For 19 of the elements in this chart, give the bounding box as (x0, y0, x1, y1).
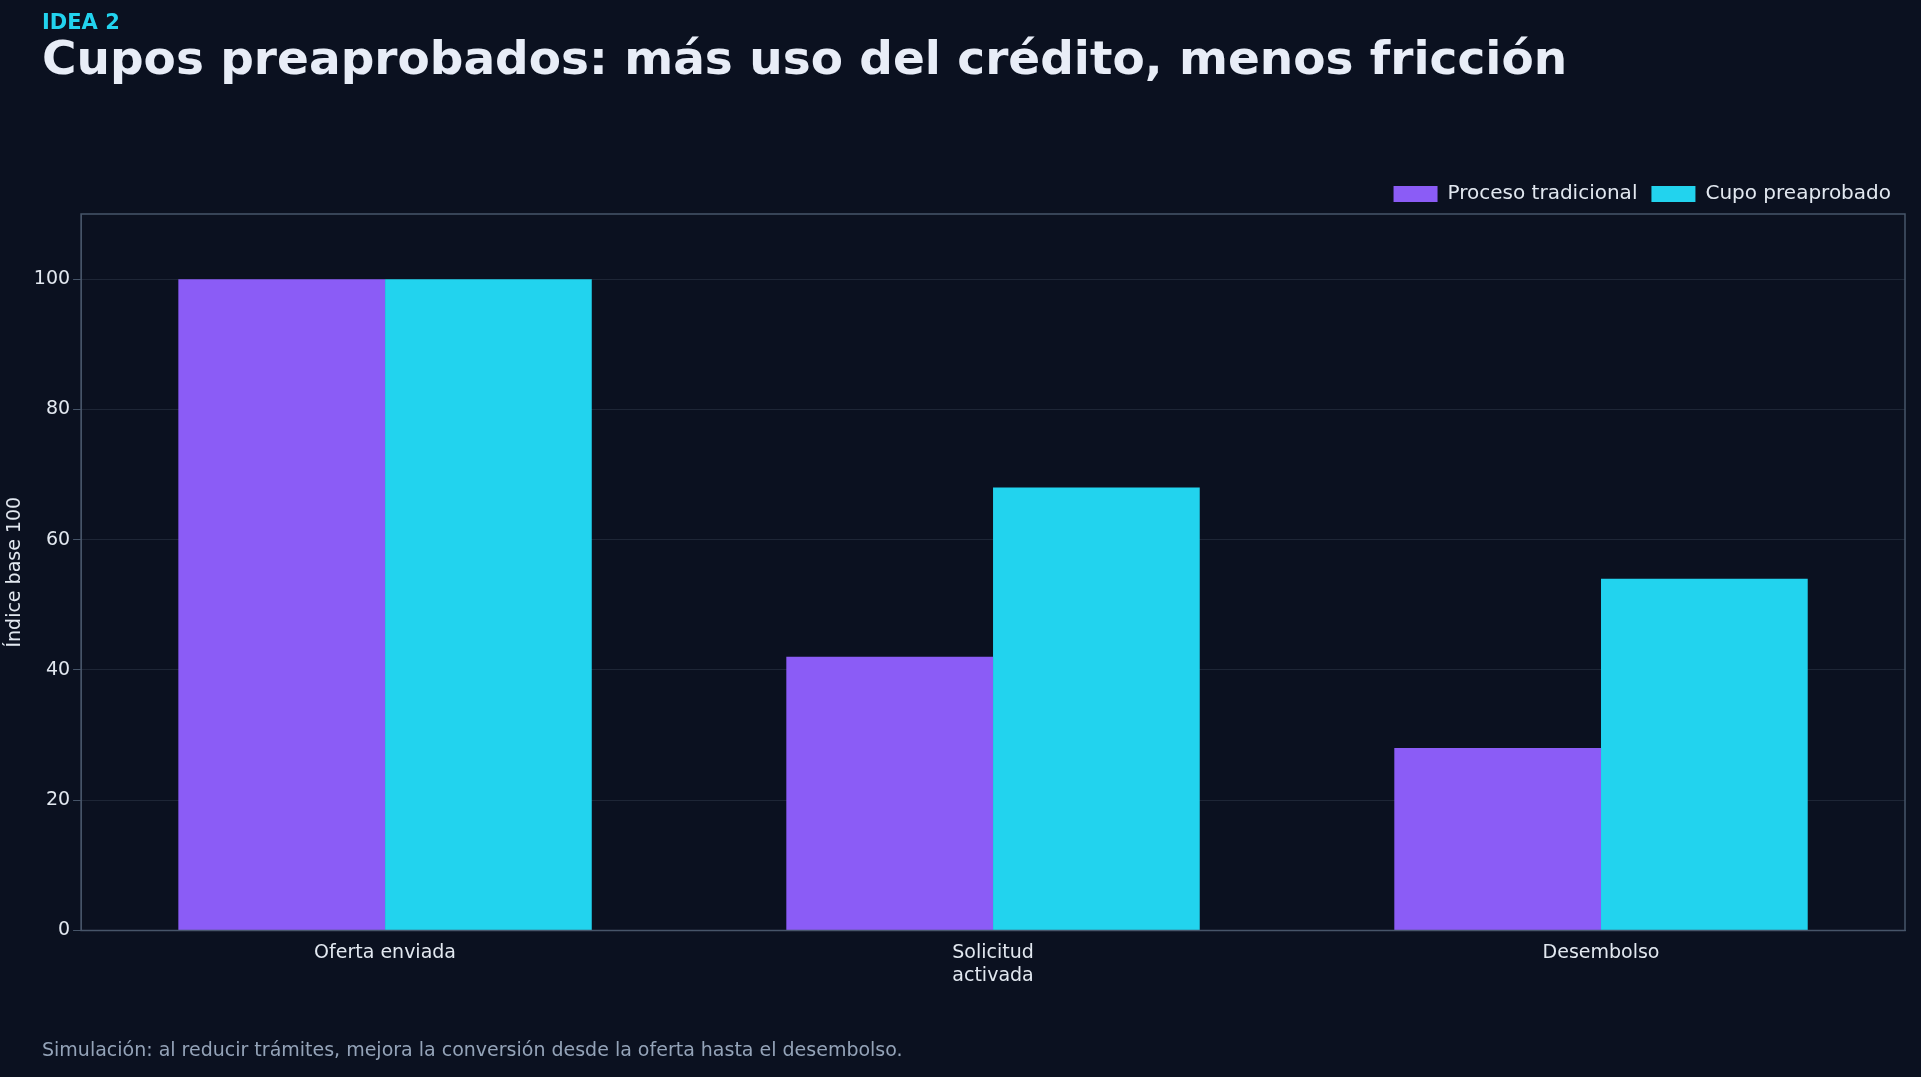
bar (993, 487, 1200, 930)
x-tick-label: Desembolso (1542, 939, 1660, 962)
y-tick-label: 60 (45, 526, 71, 549)
legend-label: Proceso tradicional (1447, 180, 1638, 205)
y-tick-label: 80 (45, 396, 71, 419)
bar (385, 279, 592, 930)
bar (178, 279, 386, 930)
bar (1394, 748, 1602, 930)
bar (786, 656, 994, 930)
y-tick-label: 20 (45, 787, 71, 810)
y-tick-label: 40 (45, 656, 71, 679)
y-tick-label: 100 (33, 266, 71, 289)
y-tick-label: 0 (57, 917, 71, 940)
legend-label: Cupo preaprobado (1705, 180, 1892, 205)
y-axis-title: Índice base 100 (2, 496, 25, 648)
text: Simulación: al reducir trámites, mejora la conversión desde la oferta hasta el desembolso. (42, 1038, 903, 1060)
x-tick-label: Solicitud activada (952, 939, 1034, 985)
bar (1601, 578, 1808, 930)
x-tick-label: Oferta enviada (314, 939, 456, 962)
